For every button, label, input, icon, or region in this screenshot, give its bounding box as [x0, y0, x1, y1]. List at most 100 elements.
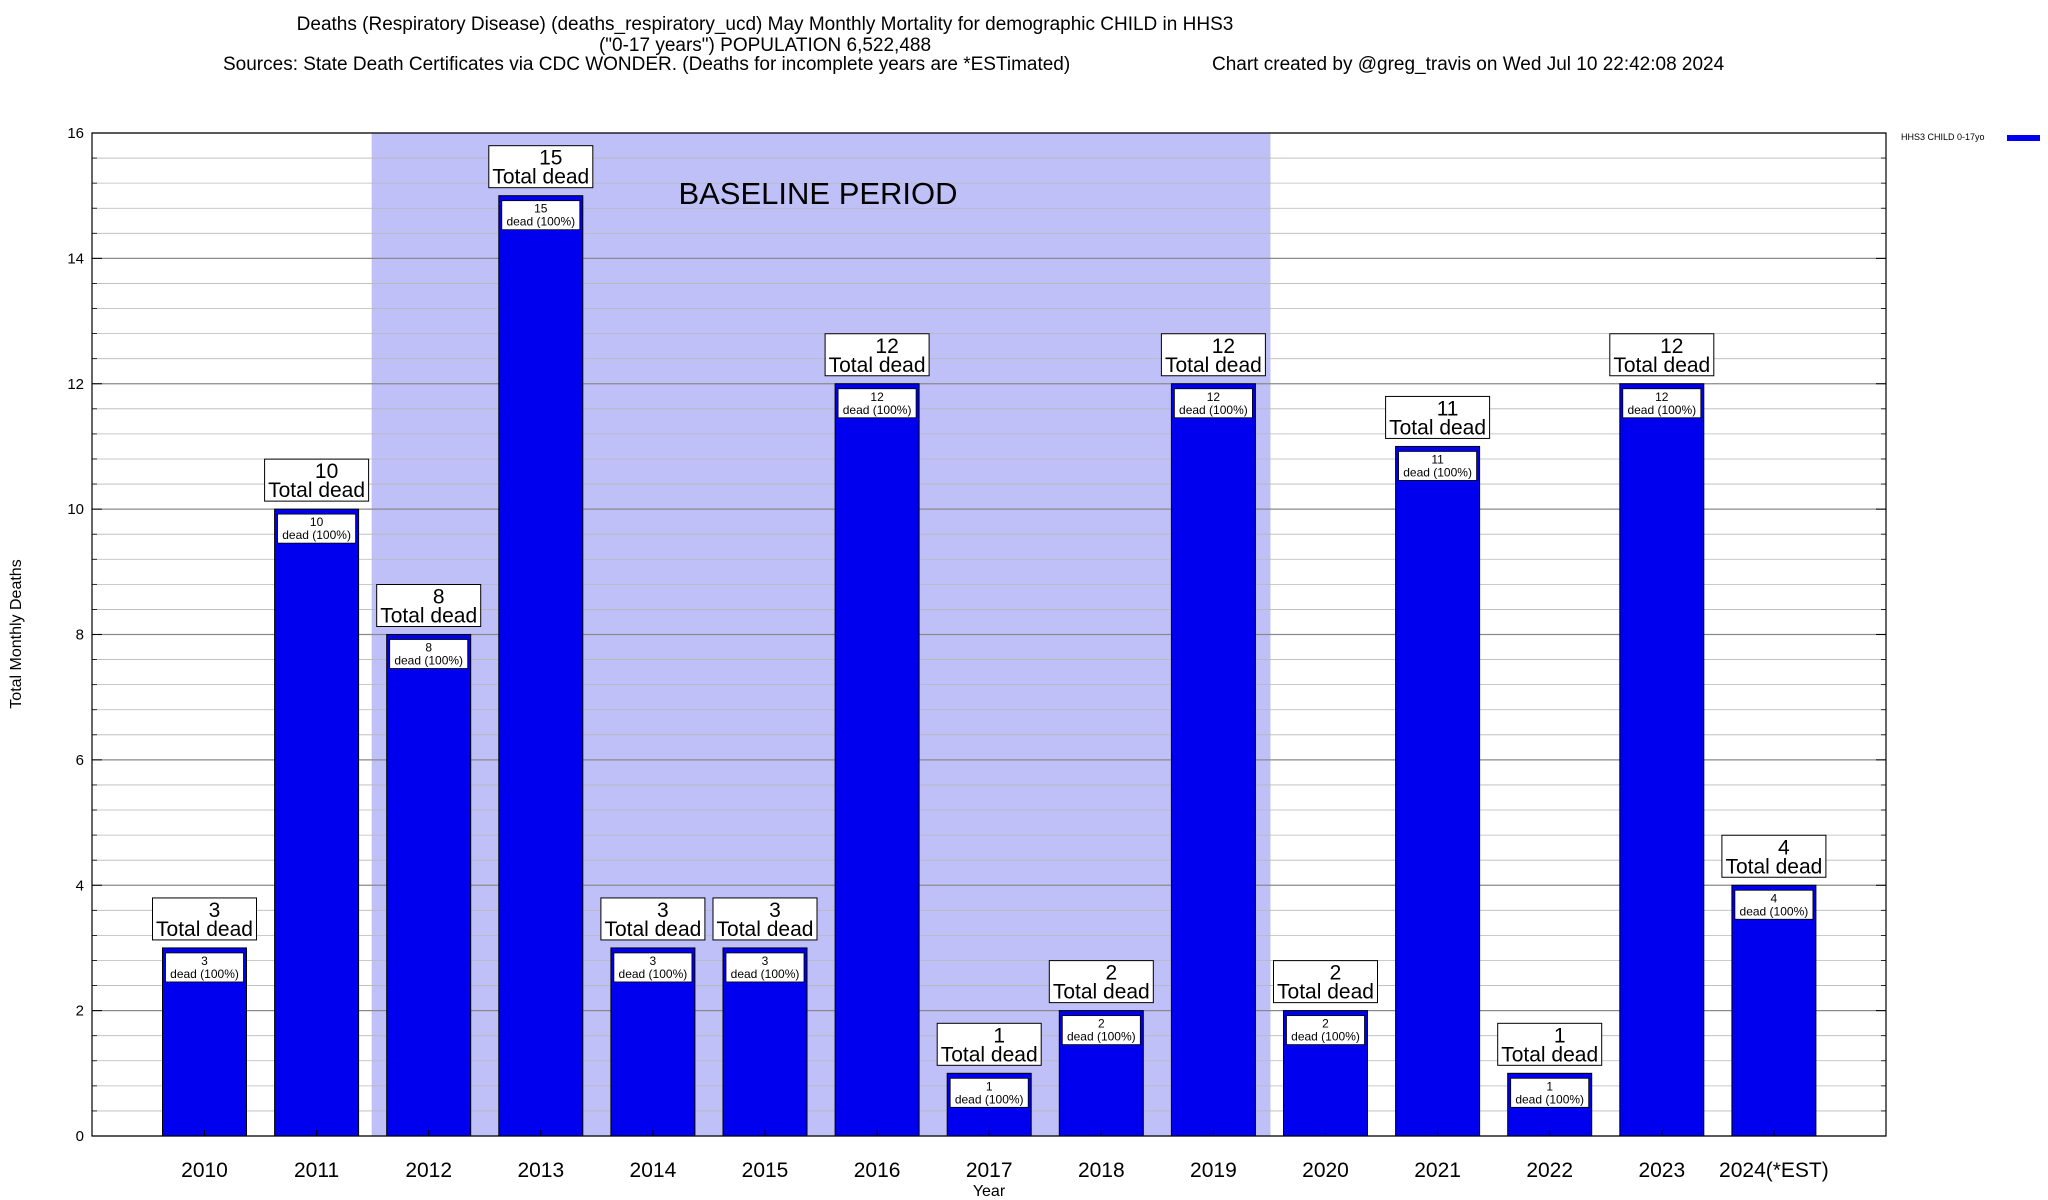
bar-total-label: Total dead	[604, 918, 701, 941]
bar-total-label: Total dead	[1389, 416, 1486, 439]
bar-inner-value: 8	[425, 641, 432, 655]
baseline-period-label: BASELINE PERIOD	[678, 176, 957, 211]
bar-inner-label-box	[949, 1077, 1029, 1108]
bar-inner-label: dead (100%)	[394, 654, 463, 668]
x-tick-label: 2012	[405, 1159, 452, 1182]
bar-total-label-box	[264, 458, 370, 502]
bar-inner-label-box	[1398, 451, 1477, 481]
y-tick-label: 4	[76, 877, 84, 894]
bar-total-label-box	[936, 1022, 1042, 1066]
bar-total-value: 12	[1212, 335, 1235, 358]
plot-border	[91, 132, 1887, 1137]
bar-inner-label: dead (100%)	[506, 215, 575, 229]
y-tick-label: 14	[67, 250, 84, 267]
bar-total-label-box	[600, 897, 706, 941]
bar-total-label-box	[1160, 333, 1266, 377]
chart-credit: Chart created by @greg_travis on Wed Jul…	[1212, 54, 1725, 75]
bar-total-label: Total dead	[1165, 354, 1262, 377]
bar-total-value: 3	[657, 899, 669, 922]
y-axis-title: Total Monthly Deaths	[8, 559, 25, 708]
bar-inner-label-box	[501, 200, 581, 231]
bar-inner-value: 1	[1546, 1079, 1553, 1093]
bar-inner-label: dead (100%)	[731, 967, 800, 981]
x-tick-label: 2020	[1302, 1159, 1349, 1182]
bar-total-value: 8	[433, 586, 445, 609]
bar-inner-label-box	[837, 388, 917, 419]
y-tick-label: 12	[67, 376, 84, 393]
chart-title: Deaths (Respiratory Disease) (deaths_res…	[0, 14, 1530, 56]
bar	[1170, 383, 1256, 1137]
bar	[834, 383, 920, 1137]
bar-inner-value: 10	[310, 515, 324, 529]
x-tick-label: 2022	[1526, 1159, 1573, 1182]
bar-inner-label-box	[1622, 388, 1702, 419]
bar-total-label-box	[152, 897, 257, 941]
bar-total-label-box	[1048, 960, 1154, 1004]
bar-inner-label-box	[165, 952, 244, 983]
x-tick-label: 2024(*EST)	[1719, 1159, 1829, 1182]
bar-inner-label-box	[725, 952, 805, 983]
y-tick-label: 6	[76, 752, 84, 769]
bar-total-value: 3	[769, 899, 781, 922]
bar-total-label: Total dead	[380, 605, 477, 628]
bar-total-label-box	[376, 584, 482, 627]
bar-inner-value: 3	[650, 954, 657, 968]
bar-inner-label: dead (100%)	[1291, 1030, 1360, 1044]
bar-total-value: 1	[993, 1024, 1005, 1047]
x-tick-label: 2015	[742, 1159, 789, 1182]
legend-label: HHS3 CHILD 0-17yo	[1901, 132, 1985, 142]
bar-total-value: 1	[1554, 1024, 1566, 1047]
x-tick-label: 2014	[630, 1159, 677, 1182]
bar-inner-label: dead (100%)	[1403, 465, 1472, 479]
bar-total-label: Total dead	[829, 354, 926, 377]
bar-total-label-box	[824, 333, 930, 377]
bar-total-value: 2	[1330, 962, 1342, 985]
chart-title-line-2: ("0-17 years") POPULATION 6,522,488	[598, 35, 932, 56]
bar	[1731, 884, 1817, 1137]
bar-inner-value: 3	[762, 954, 769, 968]
bar-inner-label: dead (100%)	[1179, 403, 1248, 417]
bar-inner-value: 2	[1098, 1017, 1105, 1031]
bar	[498, 195, 584, 1137]
x-tick-label: 2017	[966, 1159, 1013, 1182]
bar-total-label: Total dead	[1725, 855, 1822, 878]
bar-inner-value: 12	[1207, 390, 1221, 404]
x-tick-label: 2016	[854, 1159, 901, 1182]
bar-total-value: 3	[209, 899, 221, 922]
bar-inner-value: 4	[1771, 891, 1778, 905]
x-tick-label: 2019	[1190, 1159, 1237, 1182]
x-tick-label: 2011	[294, 1159, 339, 1182]
bar-inner-label-box	[1510, 1077, 1590, 1108]
bar-total-value: 4	[1778, 836, 1790, 859]
bar-inner-label: dead (100%)	[1627, 403, 1696, 417]
bar-total-value: 15	[539, 147, 562, 170]
bar-total-label-box	[1721, 834, 1827, 878]
bar-total-label: Total dead	[492, 166, 589, 189]
bar-inner-label-box	[1174, 388, 1253, 419]
y-tick-label: 16	[67, 125, 84, 142]
bar-inner-label: dead (100%)	[1515, 1092, 1584, 1106]
bar-inner-label-box	[1734, 889, 1814, 920]
bar-total-label: Total dead	[717, 918, 814, 941]
bar-total-label: Total dead	[1613, 354, 1710, 377]
bar-inner-label-box	[277, 513, 357, 544]
y-tick-label: 0	[76, 1128, 84, 1145]
bar-total-label: Total dead	[941, 1043, 1038, 1066]
x-tick-label: 2023	[1638, 1159, 1685, 1182]
x-tick-label: 2010	[181, 1159, 228, 1182]
bar	[274, 508, 360, 1137]
